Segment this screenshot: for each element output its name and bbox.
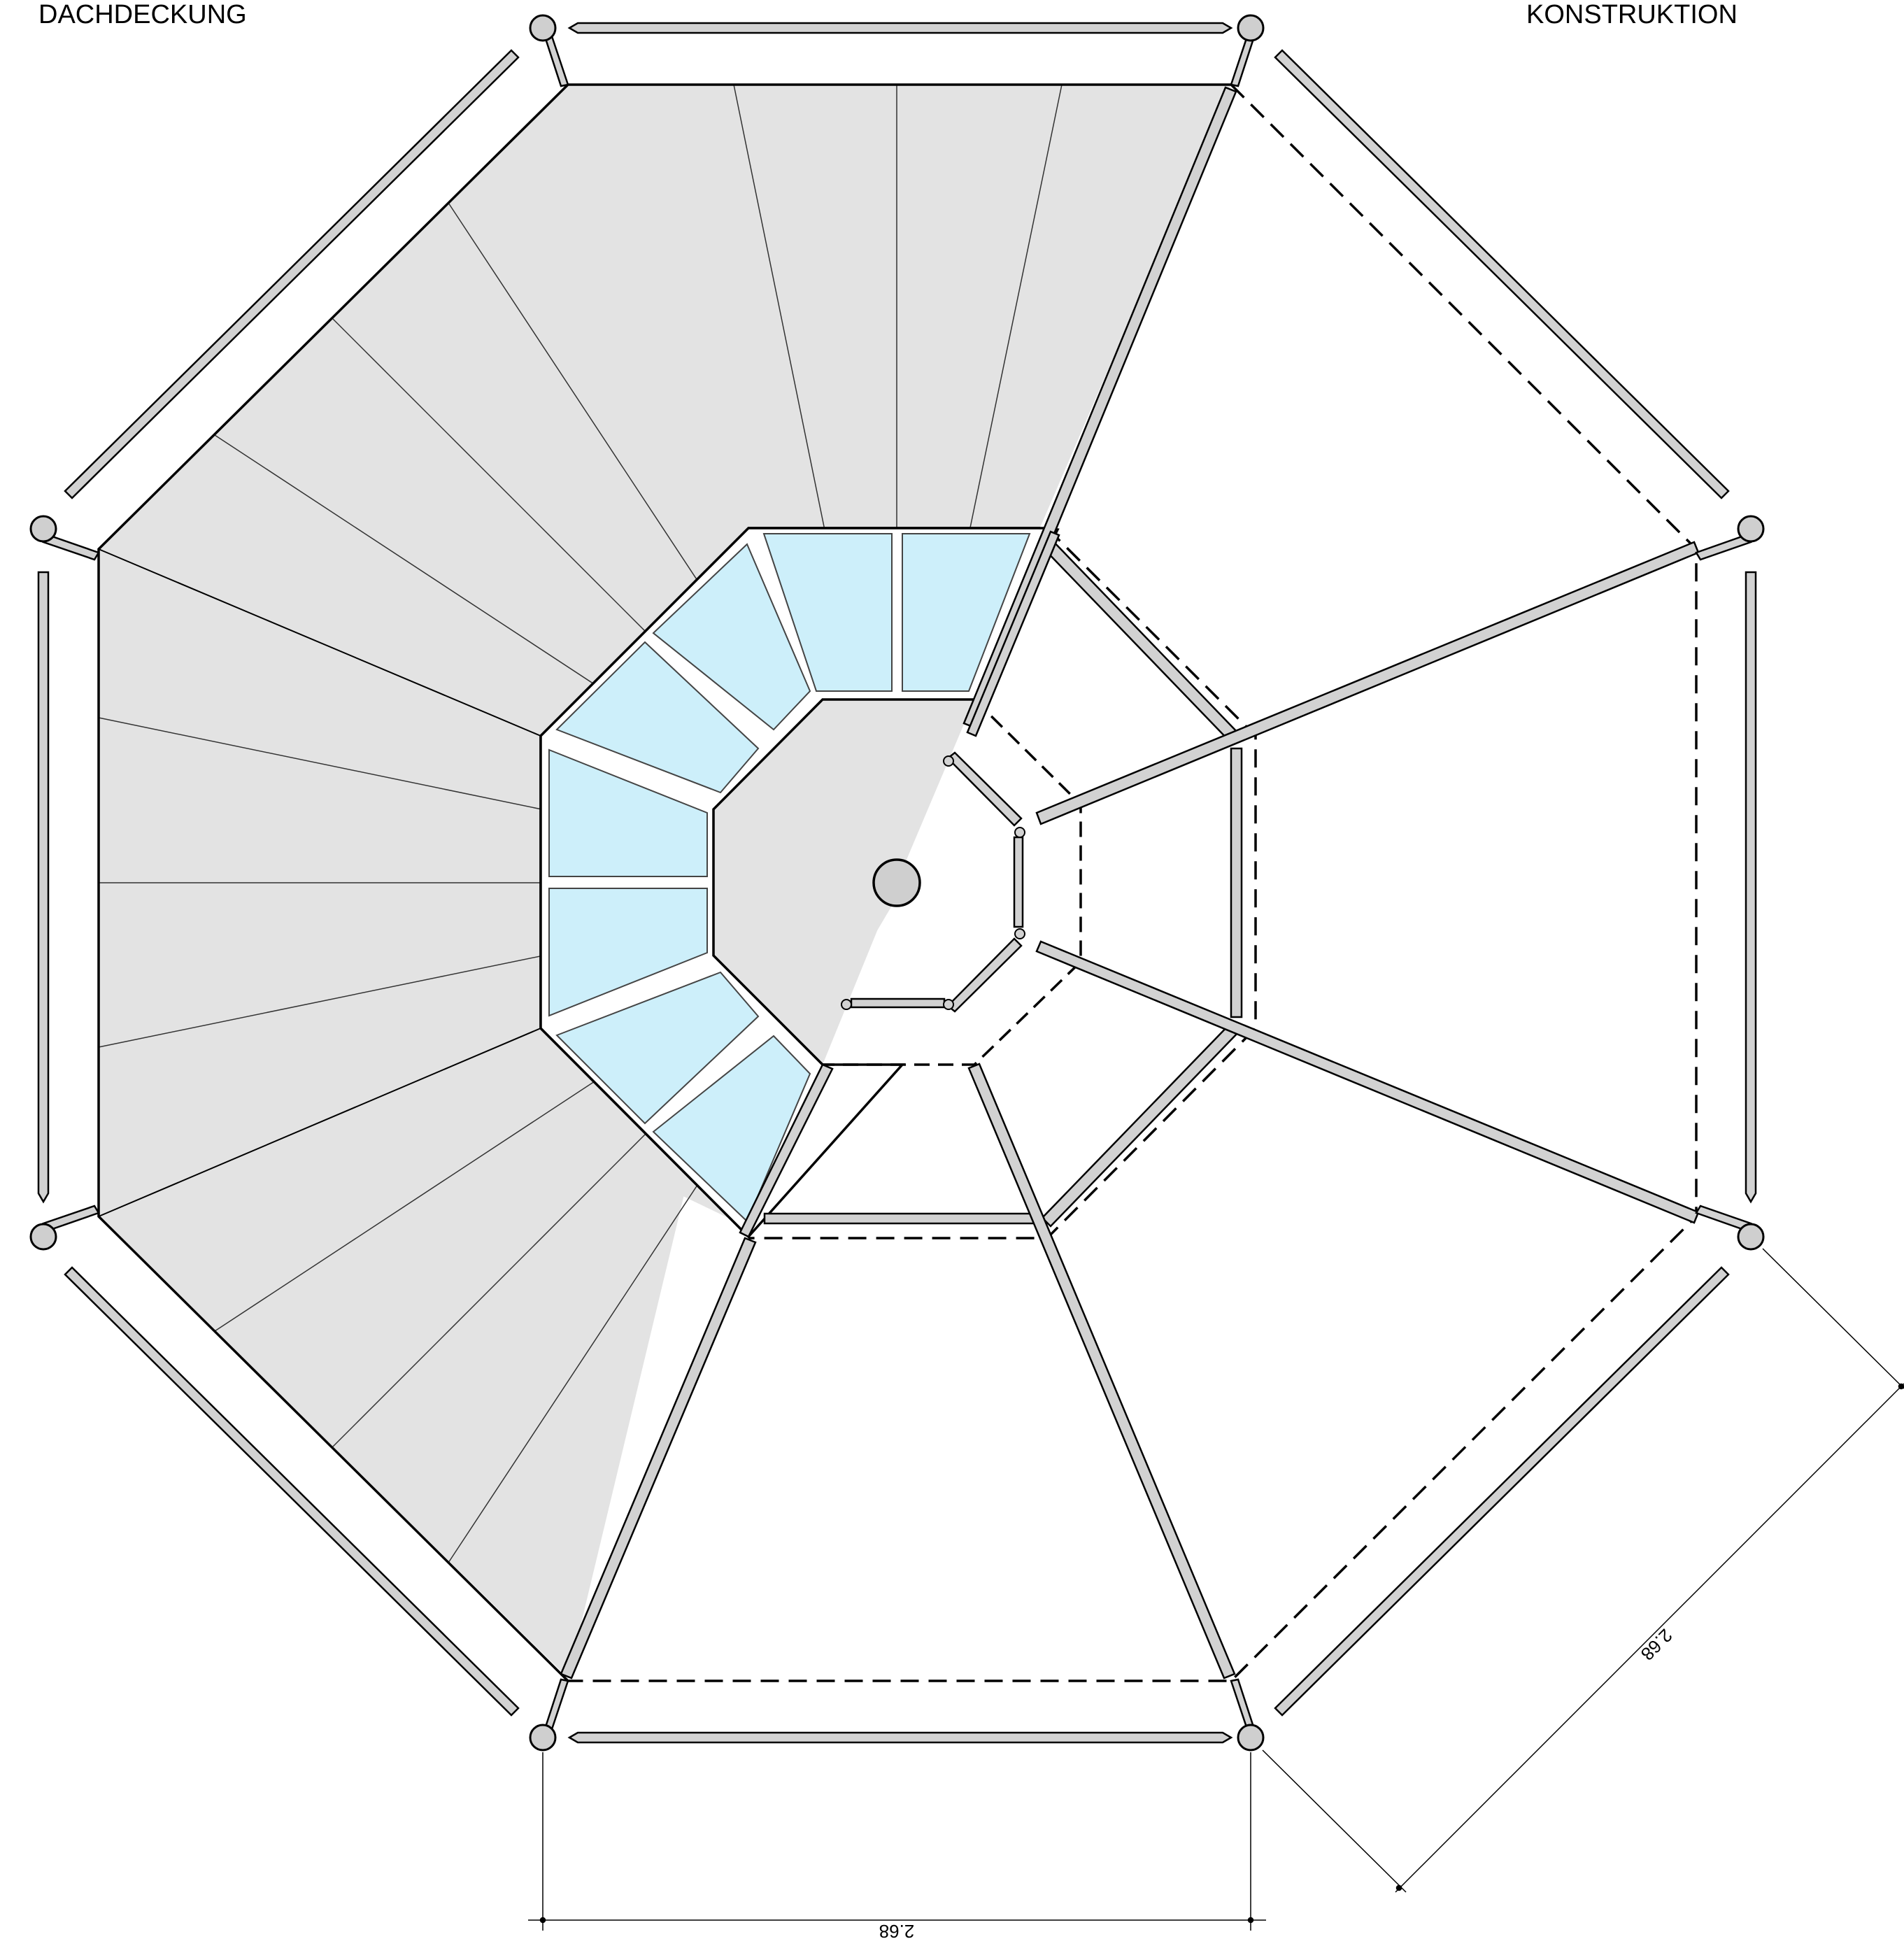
mid-ring-dashed: [748, 527, 1257, 1240]
frame-member: [1274, 49, 1730, 499]
roof-covering: [97, 83, 1231, 1682]
label-konstruktion: KONSTRUKTION: [1526, 0, 1738, 29]
dimension-bottom: [528, 1752, 1266, 1931]
posts: [29, 14, 1765, 1752]
inner-ring-dashed: [823, 698, 1082, 1066]
beam: [1041, 537, 1242, 745]
glass-pane: [762, 533, 893, 692]
frame-member: [567, 1731, 1233, 1744]
rafter: [1035, 541, 1700, 825]
glass-pane: [555, 971, 760, 1125]
frame-member: [37, 571, 50, 1204]
glass-pane: [652, 543, 811, 731]
construction: [29, 14, 1765, 1752]
beam: [1230, 747, 1243, 1018]
glass-pane: [555, 641, 760, 794]
label-dachdeckung: DACHDECKUNG: [38, 0, 247, 29]
frame-member: [64, 1266, 520, 1717]
dimension-diagonal-label: 2.68: [1637, 1625, 1677, 1665]
outer-frame: [37, 22, 1757, 1744]
beam: [1041, 1021, 1242, 1228]
beam: [763, 1212, 1035, 1225]
beam: [946, 937, 1023, 1013]
rafter: [966, 530, 1060, 737]
glass-pane: [548, 748, 708, 877]
post: [529, 1724, 557, 1752]
beam: [850, 997, 946, 1009]
glass-panes: [548, 533, 1031, 1223]
dimension-diagonal: [1262, 1248, 1904, 1893]
beam: [1013, 836, 1024, 928]
frame-member: [567, 22, 1233, 34]
post: [1737, 515, 1765, 543]
glass-pane: [548, 888, 708, 1017]
glass-pane: [652, 1035, 811, 1223]
frame-member: [1745, 571, 1757, 1204]
rafter: [739, 1063, 834, 1238]
post: [1237, 1724, 1265, 1752]
central-column: [872, 858, 921, 907]
post: [29, 515, 57, 543]
beam: [946, 751, 1023, 827]
glass-pane: [902, 533, 1031, 692]
frame-member: [64, 49, 520, 499]
rafter: [1035, 940, 1700, 1224]
post: [529, 14, 557, 42]
rafter: [967, 1063, 1236, 1679]
rafter: [560, 1237, 757, 1679]
dimension-bottom-label: 2.68: [879, 1921, 915, 1939]
post: [1237, 14, 1265, 42]
post: [29, 1223, 57, 1251]
post: [1737, 1223, 1765, 1251]
beams: [560, 86, 1700, 1679]
frame-member: [1274, 1266, 1730, 1717]
